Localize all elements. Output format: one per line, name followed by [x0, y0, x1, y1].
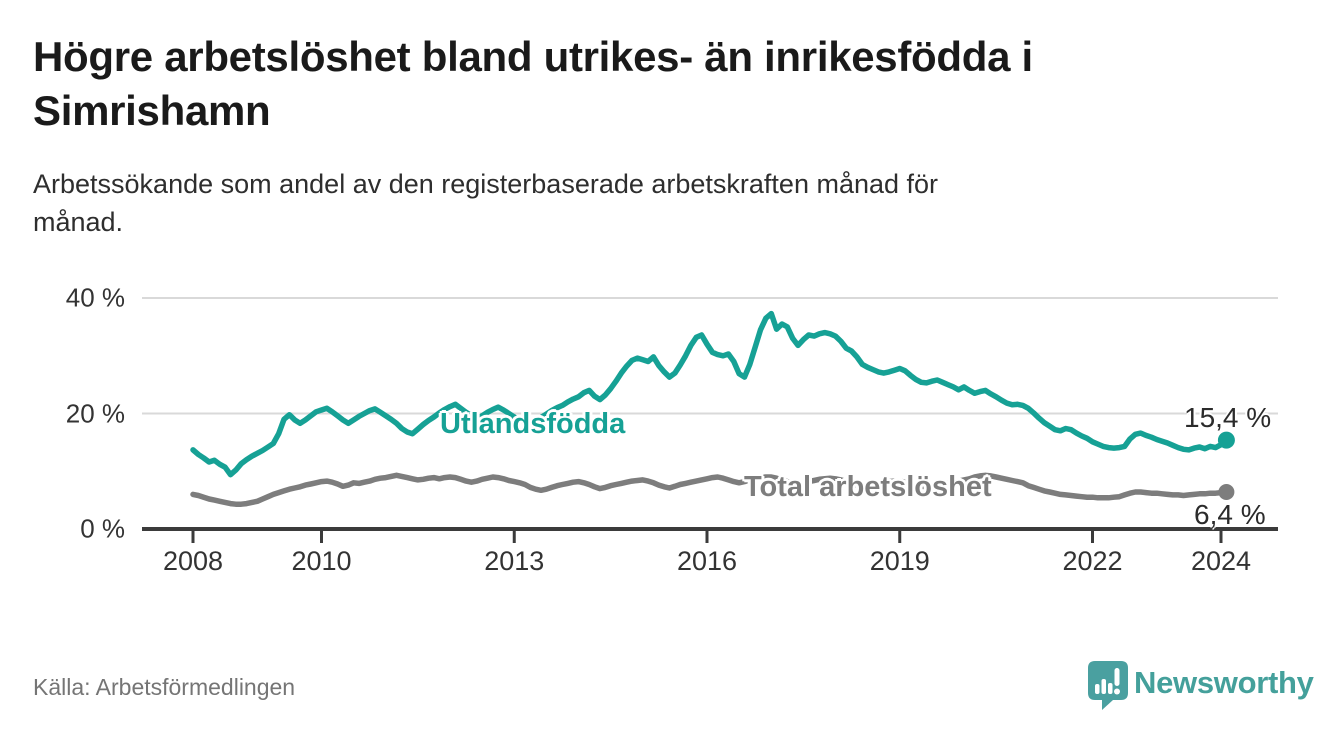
- x-axis-label-2019: 2019: [869, 546, 930, 576]
- y-axis-label-40: 40 %: [65, 282, 125, 313]
- chart-subtitle-line-1: Arbetssökande som andel av den registerb…: [33, 169, 939, 199]
- page-title-line-1: Högre arbetslöshet bland utrikes- än inr…: [33, 33, 1033, 80]
- x-axis-label-2022: 2022: [1062, 546, 1123, 576]
- x-axis-label-2016: 2016: [676, 546, 738, 576]
- brand-wordmark: Newsworthy: [1134, 665, 1314, 700]
- x-axis-label-2008: 2008: [162, 546, 224, 576]
- x-axis: [142, 527, 1278, 543]
- series-label-total-arbetsloshet: Total arbetslöshet: [744, 471, 992, 503]
- x-axis-label-2013: 2013: [484, 546, 545, 576]
- page-title-line-2: Simrishamn: [33, 87, 271, 134]
- source-attribution: Källa: Arbetsförmedlingen: [33, 674, 296, 700]
- chart-subtitle-line-2: månad.: [33, 207, 124, 237]
- y-axis-label-0: 0 %: [80, 513, 125, 544]
- y-axis-label-20: 20 %: [65, 398, 125, 428]
- x-axis-label-2024: 2024: [1190, 546, 1252, 576]
- newsworthy-logo-icon: [1088, 661, 1128, 710]
- series-total-arbetsloshet-endpoint: [1218, 484, 1235, 500]
- gridlines: [142, 297, 1278, 415]
- x-axis-label-2010: 2010: [291, 546, 352, 576]
- series-utlandsfodda-line: [190, 310, 1230, 478]
- chart-subtitle: Arbetssökande som andel av den registerb…: [33, 165, 1273, 241]
- page-title: Högre arbetslöshet bland utrikes- än inr…: [33, 30, 1293, 138]
- series-utlandsfodda-endpoint: [1217, 431, 1235, 449]
- end-value-total-arbetsloshet: 6,4 %: [1194, 499, 1266, 530]
- end-value-utlandsfodda: 15,4 %: [1184, 402, 1272, 433]
- series-total-arbetsloshet-line: [190, 472, 1230, 507]
- series-label-utlandsfodda: Utlandsfödda: [440, 408, 626, 440]
